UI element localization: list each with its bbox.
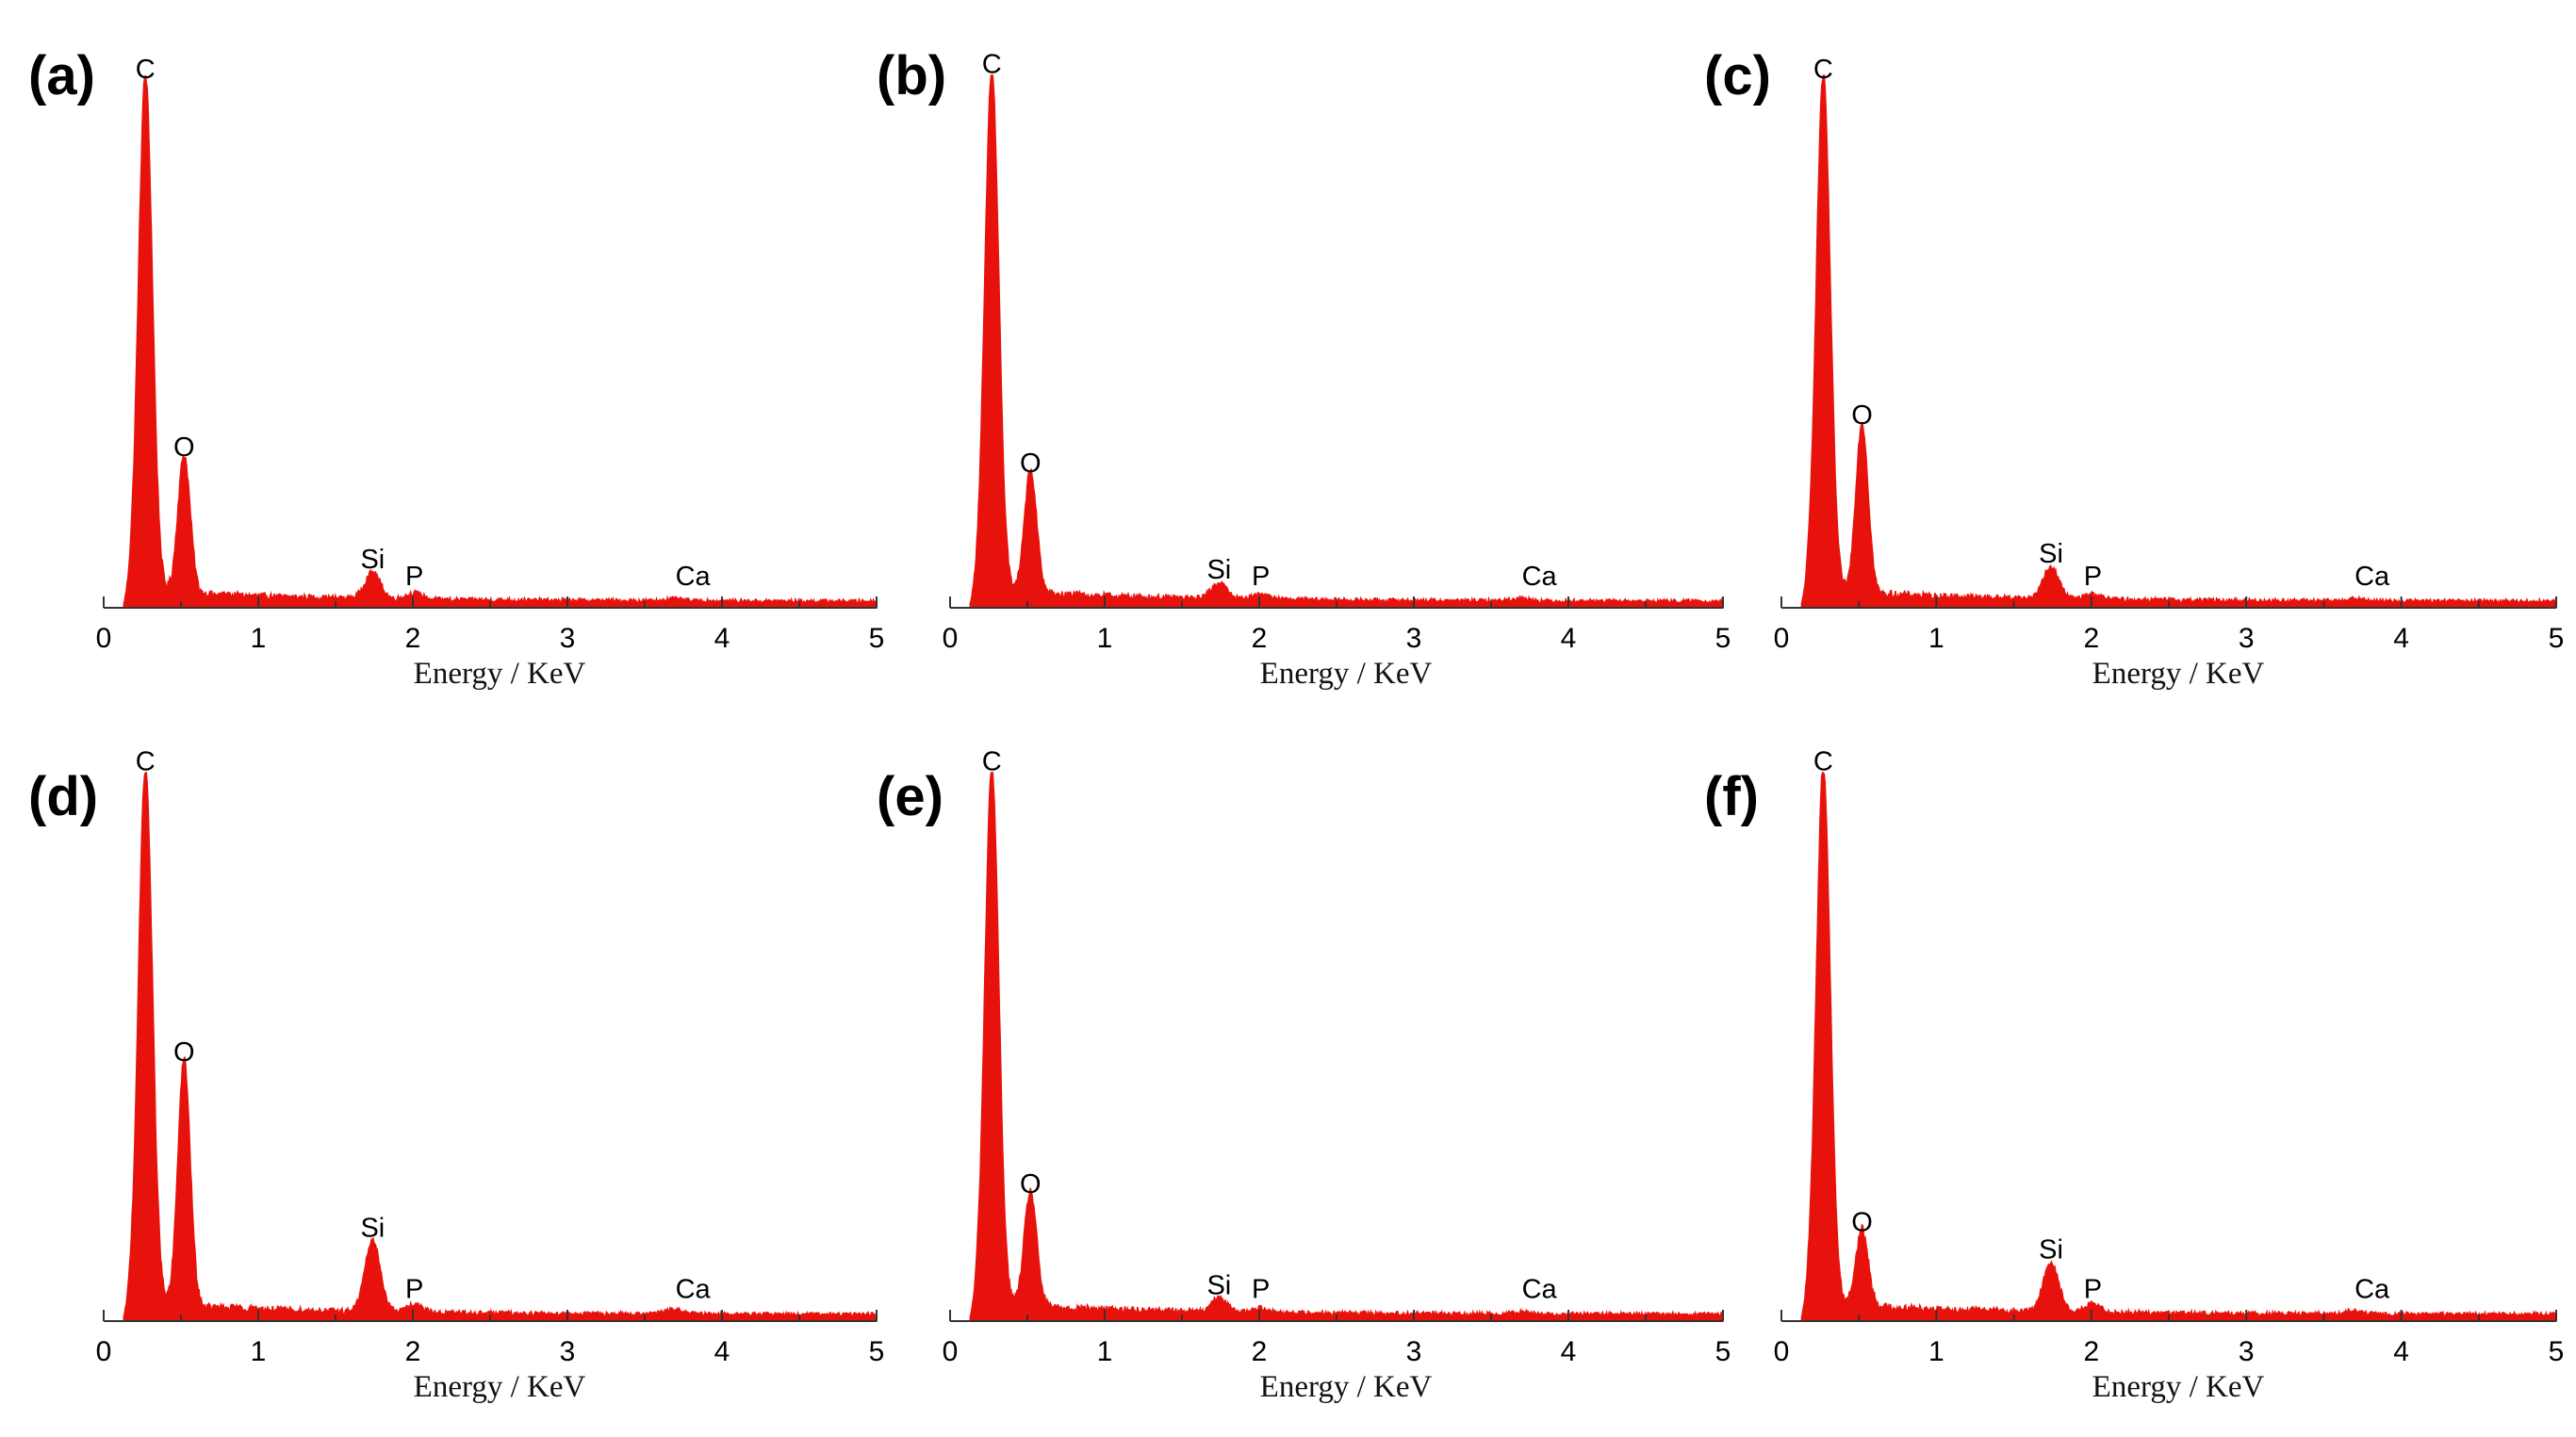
x-tick-label: 2 (1252, 623, 1268, 654)
x-tick-label: 4 (1561, 1336, 1577, 1367)
spectrum-panel-f: (f) 0 1 2 3 4 5 Energy / KeV C O Si P Ca (1704, 747, 2564, 1404)
peak-label-p: P (2084, 1275, 2102, 1305)
x-tick-label: 4 (2393, 1336, 2409, 1367)
x-tick-label: 1 (1928, 1336, 1944, 1367)
peak-label-si: Si (1206, 1270, 1231, 1300)
x-tick-label: 1 (1097, 623, 1113, 654)
peak-label-c: C (982, 747, 1002, 777)
peak-label-o: O (1851, 400, 1873, 431)
x-tick-label: 0 (943, 1336, 959, 1367)
x-tick-label: 4 (714, 623, 730, 654)
peak-label-ca: Ca (1522, 1275, 1558, 1305)
spectrum-series (1800, 74, 2557, 609)
x-axis-title: Energy / KeV (1260, 1370, 1433, 1404)
x-axis-title: Energy / KeV (414, 657, 586, 691)
x-tick-label: 5 (2549, 1336, 2565, 1367)
x-tick-label: 5 (2549, 623, 2565, 654)
panel-label: (f) (1704, 766, 1759, 827)
peak-label-si: Si (1206, 555, 1231, 585)
spectrum-panel-c: (c) 0 1 2 3 4 5 Energy / KeV C O Si P Ca (1704, 45, 2564, 691)
peak-label-ca: Ca (676, 562, 712, 592)
peak-label-si: Si (360, 545, 385, 575)
peak-label-p: P (1252, 562, 1270, 592)
spectrum-series (123, 772, 878, 1322)
x-tick-label: 5 (869, 1336, 885, 1367)
spectrum-panel-b: (b) 0 1 2 3 4 5 Energy / KeV C O Si P Ca (877, 45, 1731, 691)
x-tick-label: 2 (405, 623, 421, 654)
x-axis-title: Energy / KeV (1260, 657, 1433, 691)
x-tick-label: 4 (1561, 623, 1577, 654)
peak-label-ca: Ca (1522, 562, 1558, 592)
x-tick-label: 3 (2239, 623, 2255, 654)
x-tick-label: 1 (251, 623, 267, 654)
peak-label-p: P (405, 1275, 423, 1305)
spectrum-panel-a: (a) 0 1 2 3 4 5 Energy / KeV C O Si P Ca (28, 45, 884, 691)
x-axis-title: Energy / KeV (414, 1370, 586, 1404)
x-tick-label: 1 (251, 1336, 267, 1367)
x-axis-title: Energy / KeV (2092, 657, 2265, 691)
x-tick-label: 2 (2083, 623, 2099, 654)
x-tick-label: 0 (96, 1336, 112, 1367)
x-tick-label: 3 (560, 623, 576, 654)
spectrum-panel-d: (d) 0 1 2 3 4 5 Energy / KeV C O Si P Ca (28, 747, 884, 1404)
x-tick-label: 5 (1715, 623, 1731, 654)
peak-label-o: O (173, 1037, 195, 1068)
peak-label-c: C (136, 747, 156, 777)
spectrum-series (123, 74, 878, 609)
x-tick-label: 2 (405, 1336, 421, 1367)
panel-label: (d) (28, 766, 98, 827)
peak-label-c: C (1813, 55, 1833, 85)
x-tick-label: 2 (1252, 1336, 1268, 1367)
peak-label-si: Si (360, 1213, 385, 1243)
peak-label-c: C (982, 49, 1002, 79)
panel-label: (b) (877, 45, 946, 106)
x-tick-label: 4 (714, 1336, 730, 1367)
peak-label-si: Si (2039, 539, 2063, 569)
peak-label-o: O (173, 433, 195, 463)
spectrum-series (1800, 772, 2557, 1322)
panel-label: (c) (1704, 45, 1771, 106)
x-tick-label: 5 (869, 623, 885, 654)
peak-label-ca: Ca (2354, 1275, 2390, 1305)
x-tick-label: 3 (560, 1336, 576, 1367)
panel-label: (a) (28, 45, 95, 106)
x-tick-label: 3 (1406, 623, 1422, 654)
peak-label-p: P (2084, 562, 2102, 592)
spectrum-series (969, 74, 1724, 609)
panel-label: (e) (877, 766, 943, 827)
x-tick-label: 2 (2083, 1336, 2099, 1367)
peak-label-p: P (1252, 1275, 1270, 1305)
x-tick-label: 0 (1774, 1336, 1790, 1367)
x-tick-label: 3 (2239, 1336, 2255, 1367)
x-tick-label: 1 (1928, 623, 1944, 654)
x-tick-label: 1 (1097, 1336, 1113, 1367)
spectrum-panel-e: (e) 0 1 2 3 4 5 Energy / KeV C O Si P Ca (877, 747, 1731, 1404)
peak-label-c: C (1813, 747, 1833, 777)
x-tick-label: 0 (1774, 623, 1790, 654)
x-tick-label: 3 (1406, 1336, 1422, 1367)
spectrum-series (969, 772, 1724, 1322)
x-tick-label: 0 (96, 623, 112, 654)
peak-label-o: O (1851, 1208, 1873, 1238)
peak-label-p: P (405, 562, 423, 592)
peak-label-c: C (136, 55, 156, 85)
x-tick-label: 5 (1715, 1336, 1731, 1367)
peak-label-si: Si (2039, 1235, 2063, 1266)
x-tick-label: 0 (943, 623, 959, 654)
peak-label-o: O (1020, 1169, 1042, 1200)
peak-label-ca: Ca (676, 1275, 712, 1305)
x-tick-label: 4 (2393, 623, 2409, 654)
peak-label-o: O (1020, 449, 1042, 479)
peak-label-ca: Ca (2354, 562, 2390, 592)
x-axis-title: Energy / KeV (2092, 1370, 2265, 1404)
